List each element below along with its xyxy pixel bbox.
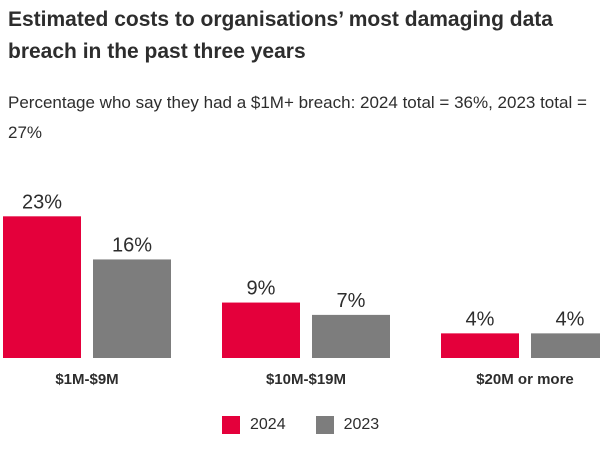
legend-item-2023: 2023 [315,416,380,434]
category-label-2: $10M-$19M [266,371,346,388]
bar-2023-3 [531,333,600,358]
legend-label-2023: 2023 [343,416,380,433]
chart-subtitle: Percentage who say they had a $1M+ breac… [8,93,587,142]
category-label-3: $20M or more [476,371,574,388]
data-label-2023-3: 4% [556,308,585,330]
data-label-2024-3: 4% [466,308,495,330]
data-label-2023-1: 16% [112,234,152,256]
data-label-2024-1: 23% [22,191,62,213]
category-label-1: $1M-$9M [55,371,118,388]
bar-2023-1 [93,259,171,358]
bar-2024-1 [3,216,81,358]
bar-2023-2 [312,314,390,358]
legend: 2024 2023 [222,414,409,436]
legend-swatch-2024 [222,416,240,434]
data-label-2023-2: 7% [337,290,366,312]
bar-2024-2 [222,302,300,358]
legend-swatch-2023 [315,416,334,434]
legend-label-2024: 2024 [250,416,286,433]
legend-item-2024: 2024 [222,416,286,434]
bar-2024-3 [441,333,519,358]
data-label-2024-2: 9% [247,278,276,300]
chart-title: Estimated costs to organisations’ most d… [8,8,553,63]
